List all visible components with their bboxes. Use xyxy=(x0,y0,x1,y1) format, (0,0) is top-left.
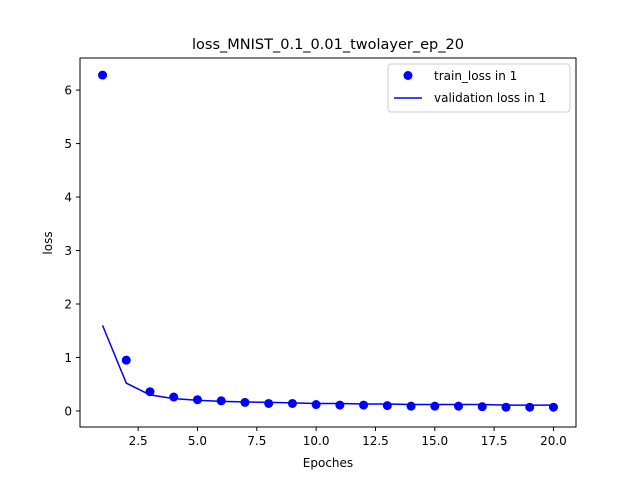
y-tick-label: 1 xyxy=(64,351,72,365)
train-loss-point xyxy=(548,402,558,412)
train-loss-point xyxy=(454,401,464,411)
train-loss-point xyxy=(311,400,321,410)
y-tick-label: 0 xyxy=(64,404,72,418)
legend: train_loss in 1 validation loss in 1 xyxy=(387,63,571,113)
y-axis-label: loss xyxy=(41,231,55,254)
train-loss-point xyxy=(98,70,108,80)
y-tick-label: 6 xyxy=(64,84,72,98)
x-axis-ticks: 2.5 5.0 7.5 10.0 12.5 15.0 17.5 20.0 xyxy=(129,427,567,448)
plot-area xyxy=(98,70,558,412)
train-loss-point xyxy=(287,398,297,408)
legend-validation-label: validation loss in 1 xyxy=(434,91,546,105)
x-tick-label: 10.0 xyxy=(303,434,330,448)
x-tick-label: 5.0 xyxy=(188,434,207,448)
y-tick-label: 5 xyxy=(64,137,72,151)
train-loss-point xyxy=(382,401,392,411)
train-loss-point xyxy=(240,397,250,407)
x-tick-label: 15.0 xyxy=(421,434,448,448)
x-tick-label: 20.0 xyxy=(540,434,567,448)
x-tick-label: 17.5 xyxy=(481,434,508,448)
train-loss-point xyxy=(216,396,226,406)
train-loss-point xyxy=(192,395,202,405)
train-loss-point xyxy=(145,387,155,397)
x-tick-label: 12.5 xyxy=(362,434,389,448)
train-loss-point xyxy=(359,400,369,410)
train-loss-point xyxy=(264,398,274,408)
axes-frame xyxy=(79,57,577,428)
legend-box xyxy=(387,63,571,113)
legend-train-label: train_loss in 1 xyxy=(434,69,517,83)
legend-train-marker xyxy=(403,71,413,80)
train-loss-point xyxy=(501,402,511,412)
train-loss-point xyxy=(477,402,487,412)
y-axis-ticks: 0 1 2 3 4 5 6 xyxy=(64,84,80,418)
train-loss-point xyxy=(335,400,345,410)
x-tick-label: 2.5 xyxy=(129,434,148,448)
chart-title: loss_MNIST_0.1_0.01_twolayer_ep_20 xyxy=(192,37,464,53)
y-tick-label: 4 xyxy=(64,191,72,205)
x-tick-label: 7.5 xyxy=(247,434,266,448)
y-tick-label: 2 xyxy=(64,298,72,312)
y-tick-label: 3 xyxy=(64,244,72,258)
train-loss-point xyxy=(406,401,416,411)
train-loss-point xyxy=(430,401,440,411)
train-loss-point xyxy=(525,402,535,412)
train-loss-point xyxy=(121,355,131,365)
train-loss-point xyxy=(169,392,179,402)
x-axis-label: Epoches xyxy=(303,456,353,470)
